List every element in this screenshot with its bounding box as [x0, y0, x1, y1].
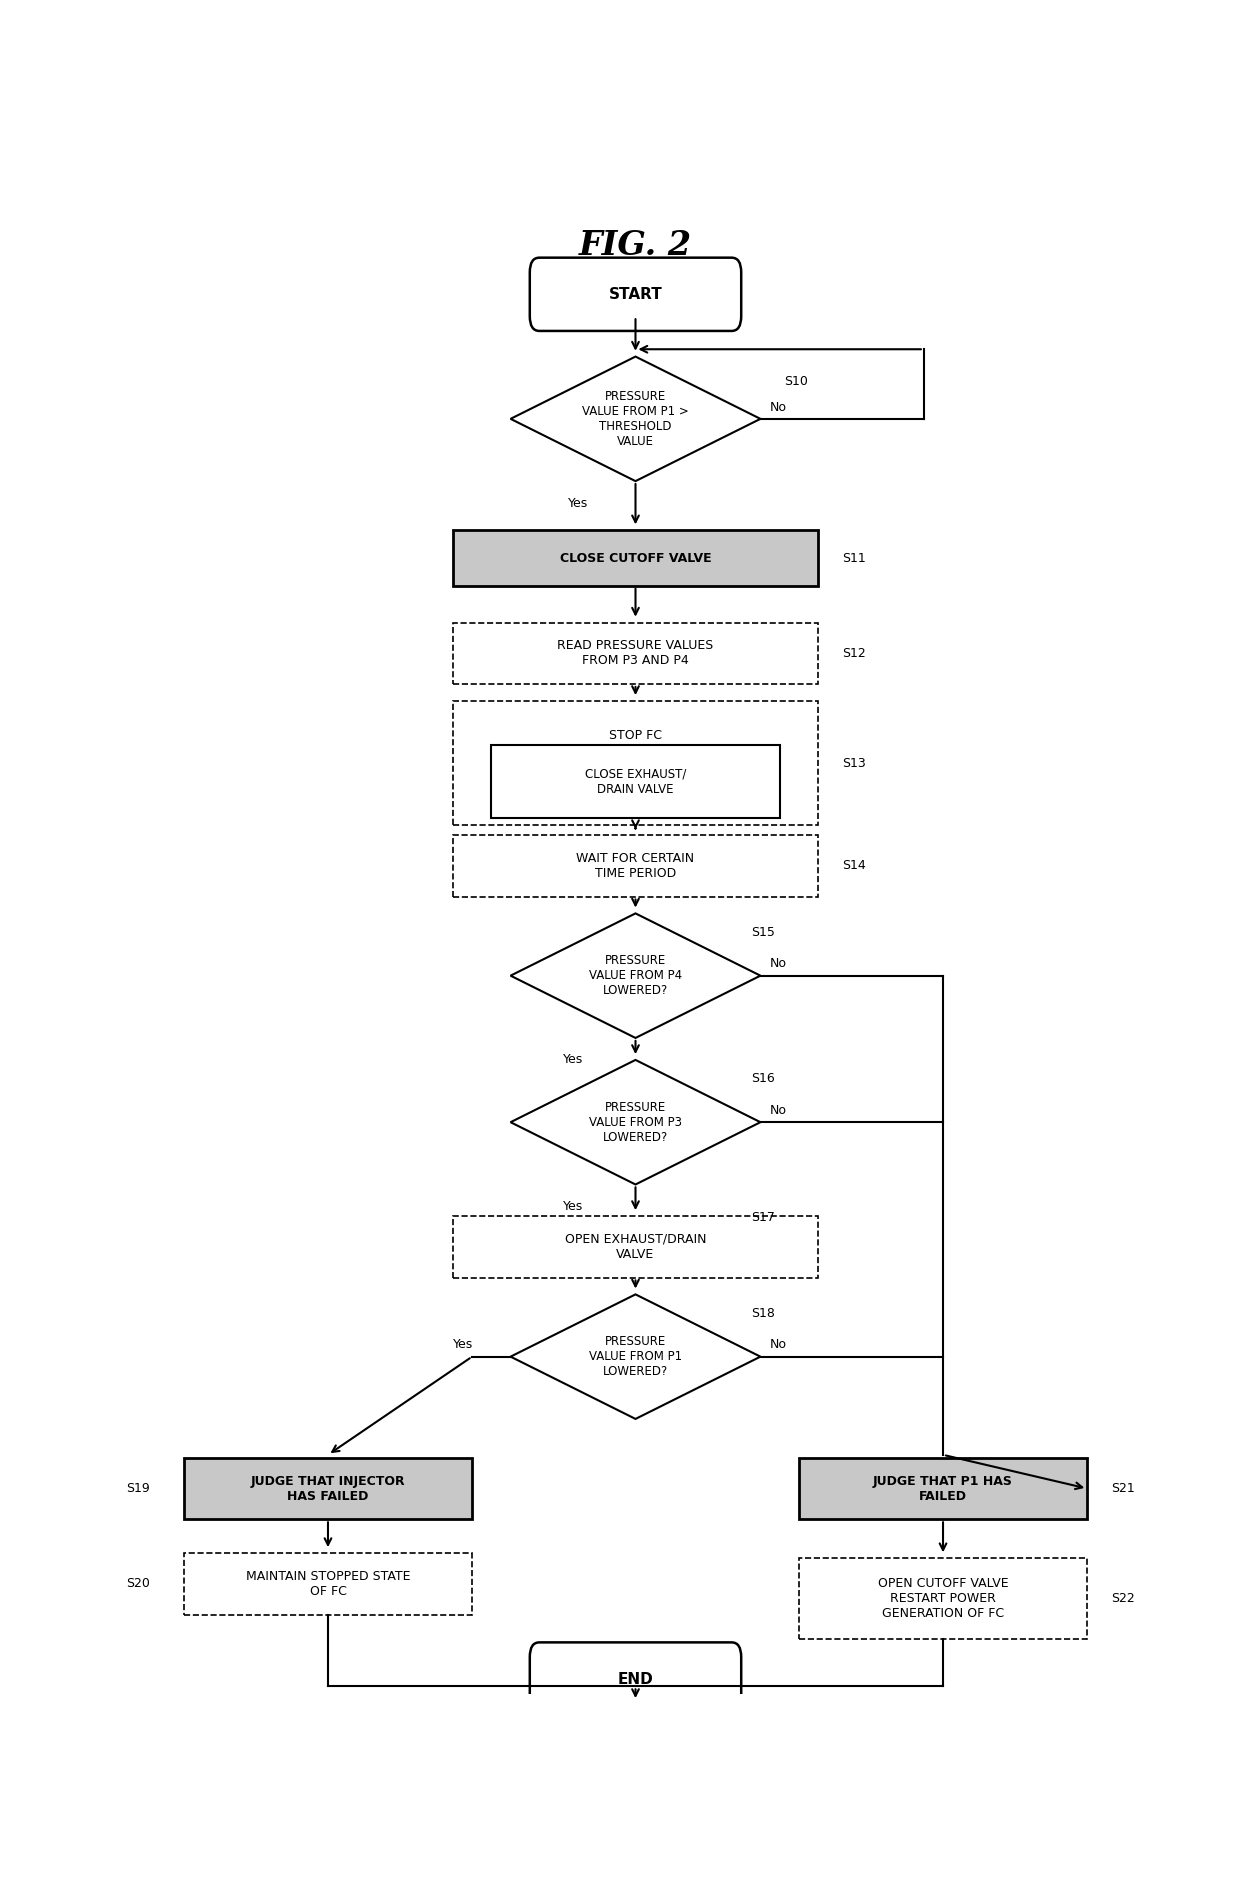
- Bar: [453, 1216, 818, 1277]
- Polygon shape: [511, 1060, 760, 1184]
- Text: PRESSURE
VALUE FROM P4
LOWERED?: PRESSURE VALUE FROM P4 LOWERED?: [589, 953, 682, 997]
- Bar: [453, 531, 818, 586]
- Polygon shape: [511, 1294, 760, 1420]
- Text: Yes: Yes: [563, 1201, 584, 1212]
- Bar: [453, 700, 818, 826]
- Text: No: No: [770, 1338, 787, 1351]
- Polygon shape: [511, 356, 760, 481]
- Text: S21: S21: [1111, 1482, 1135, 1496]
- Bar: [184, 1553, 472, 1614]
- Text: S16: S16: [751, 1071, 775, 1085]
- Text: PRESSURE
VALUE FROM P1
LOWERED?: PRESSURE VALUE FROM P1 LOWERED?: [589, 1336, 682, 1378]
- Text: READ PRESSURE VALUES
FROM P3 AND P4: READ PRESSURE VALUES FROM P3 AND P4: [557, 639, 714, 668]
- Text: S13: S13: [842, 757, 866, 769]
- Text: S15: S15: [751, 925, 775, 938]
- Text: JUDGE THAT INJECTOR
HAS FAILED: JUDGE THAT INJECTOR HAS FAILED: [250, 1475, 405, 1503]
- Bar: [453, 835, 818, 896]
- Text: MAINTAIN STOPPED STATE
OF FC: MAINTAIN STOPPED STATE OF FC: [246, 1570, 410, 1599]
- Text: S19: S19: [126, 1482, 150, 1496]
- Text: No: No: [770, 957, 787, 971]
- Text: No: No: [770, 1104, 787, 1117]
- Text: PRESSURE
VALUE FROM P3
LOWERED?: PRESSURE VALUE FROM P3 LOWERED?: [589, 1100, 682, 1144]
- Text: START: START: [609, 287, 662, 303]
- Text: CLOSE EXHAUST/
DRAIN VALVE: CLOSE EXHAUST/ DRAIN VALVE: [585, 767, 686, 795]
- Text: JUDGE THAT P1 HAS
FAILED: JUDGE THAT P1 HAS FAILED: [873, 1475, 1013, 1503]
- Text: Yes: Yes: [453, 1338, 474, 1351]
- Text: PRESSURE
VALUE FROM P1 >
THRESHOLD
VALUE: PRESSURE VALUE FROM P1 > THRESHOLD VALUE: [582, 390, 689, 447]
- Text: END: END: [618, 1671, 653, 1686]
- Text: Yes: Yes: [568, 497, 589, 510]
- Text: Yes: Yes: [563, 1054, 584, 1066]
- Text: WAIT FOR CERTAIN
TIME PERIOD: WAIT FOR CERTAIN TIME PERIOD: [577, 853, 694, 879]
- Bar: [184, 1458, 472, 1519]
- Bar: [453, 622, 818, 683]
- Polygon shape: [511, 913, 760, 1037]
- Text: S10: S10: [785, 375, 808, 388]
- Text: No: No: [770, 402, 787, 413]
- Text: S18: S18: [751, 1307, 775, 1319]
- Bar: [799, 1458, 1087, 1519]
- Text: S12: S12: [842, 647, 866, 660]
- Bar: [491, 744, 780, 818]
- Text: CLOSE CUTOFF VALVE: CLOSE CUTOFF VALVE: [559, 552, 712, 565]
- Text: S20: S20: [126, 1578, 150, 1591]
- Bar: [799, 1559, 1087, 1638]
- Text: OPEN EXHAUST/DRAIN
VALVE: OPEN EXHAUST/DRAIN VALVE: [564, 1233, 707, 1262]
- Text: FIG. 2: FIG. 2: [579, 230, 692, 263]
- FancyBboxPatch shape: [529, 257, 742, 331]
- Text: S14: S14: [842, 860, 866, 872]
- Text: STOP FC: STOP FC: [609, 729, 662, 742]
- Text: S17: S17: [751, 1210, 775, 1224]
- Text: S11: S11: [842, 552, 866, 565]
- FancyBboxPatch shape: [529, 1642, 742, 1717]
- Text: OPEN CUTOFF VALVE
RESTART POWER
GENERATION OF FC: OPEN CUTOFF VALVE RESTART POWER GENERATI…: [878, 1578, 1008, 1619]
- Text: S22: S22: [1111, 1593, 1135, 1604]
